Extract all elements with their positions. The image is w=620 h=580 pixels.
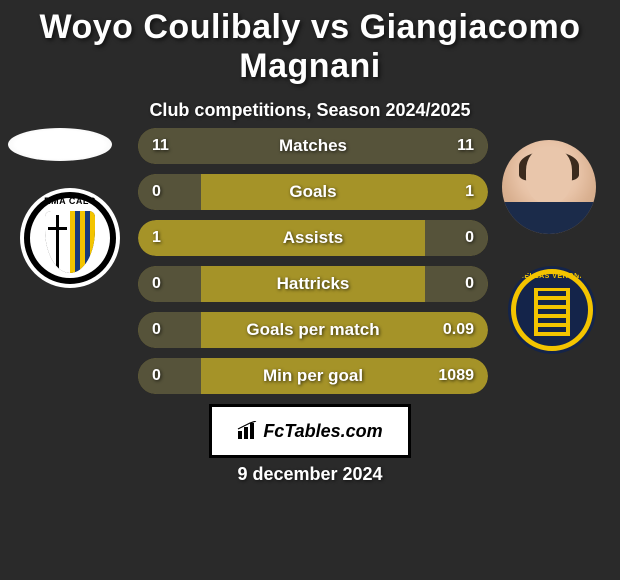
- stat-row: 01089Min per goal: [138, 358, 488, 394]
- footer-brand-text: FcTables.com: [263, 421, 382, 442]
- stat-label: Assists: [138, 228, 488, 248]
- player1-name: Woyo Coulibaly: [40, 8, 301, 46]
- club2-logo: HELLAS VERONA: [508, 266, 596, 354]
- player2-avatar: [502, 140, 596, 234]
- club1-logo-text: RMA CALC: [20, 196, 120, 206]
- footer-brand: FcTables.com: [237, 421, 382, 442]
- stat-row: 1111Matches: [138, 128, 488, 164]
- stat-label: Hattricks: [138, 274, 488, 294]
- comparison-title: Woyo Coulibaly vs Giangiacomo Magnani: [0, 8, 620, 86]
- stat-row: 00Hattricks: [138, 266, 488, 302]
- stat-row: 00.09Goals per match: [138, 312, 488, 348]
- stat-row: 10Assists: [138, 220, 488, 256]
- subtitle: Club competitions, Season 2024/2025: [0, 100, 620, 121]
- player2-avatar-face: [526, 148, 572, 204]
- footer-brand-box: FcTables.com: [209, 404, 411, 458]
- footer-date: 9 december 2024: [0, 464, 620, 485]
- chart-icon: [237, 421, 259, 441]
- stat-label: Goals per match: [138, 320, 488, 340]
- stat-label: Goals: [138, 182, 488, 202]
- player1-avatar: [8, 128, 112, 161]
- club1-logo-cross: [45, 211, 70, 273]
- stat-label: Matches: [138, 136, 488, 156]
- club1-logo: RMA CALC: [20, 188, 120, 288]
- club2-logo-text: HELLAS VERONA: [508, 273, 596, 280]
- stat-label: Min per goal: [138, 366, 488, 386]
- stat-bars: 1111Matches 01Goals 10Assists 00Hattricks 00…: [138, 128, 488, 404]
- club2-logo-ladder: [534, 288, 570, 336]
- club1-logo-stripes: [70, 211, 95, 273]
- player2-avatar-shirt: [502, 202, 596, 234]
- stat-row: 01Goals: [138, 174, 488, 210]
- club1-logo-shield: [45, 211, 95, 273]
- vs-text: vs: [311, 8, 350, 46]
